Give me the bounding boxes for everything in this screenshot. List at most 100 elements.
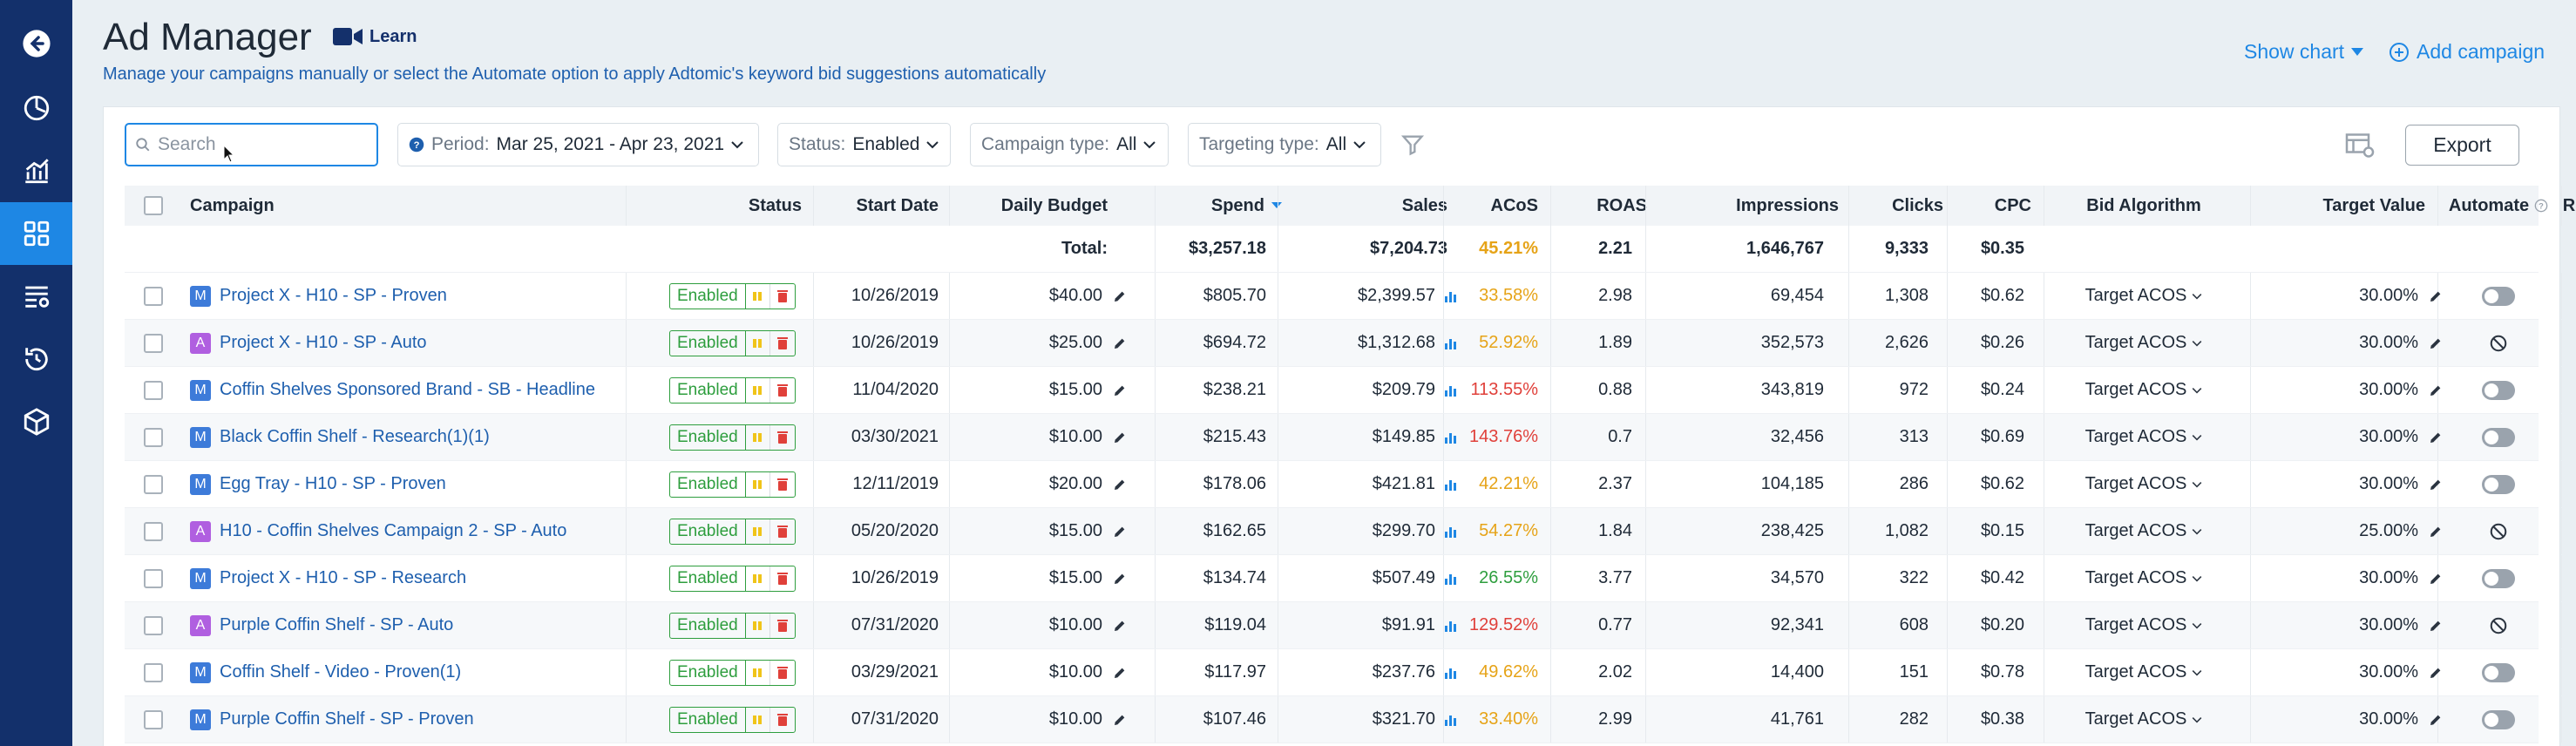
trash-icon[interactable] bbox=[770, 519, 795, 544]
pause-icon[interactable] bbox=[746, 707, 770, 732]
edit-pencil-icon[interactable] bbox=[1113, 713, 1127, 727]
campaign-name-link[interactable]: Coffin Shelf - Video - Proven(1) bbox=[220, 662, 462, 682]
row-checkbox[interactable] bbox=[144, 414, 163, 460]
edit-pencil-icon[interactable] bbox=[2429, 713, 2443, 727]
target-value-cell[interactable]: 30.00% bbox=[2260, 320, 2443, 366]
daily-budget-cell[interactable]: $10.00 bbox=[961, 602, 1127, 648]
target-value-cell[interactable]: 30.00% bbox=[2260, 273, 2443, 319]
bid-algorithm-dropdown[interactable]: Target ACOS bbox=[2044, 367, 2244, 413]
col-rules[interactable]: Rules ? bbox=[2561, 186, 2576, 226]
trash-icon[interactable] bbox=[770, 472, 795, 497]
row-checkbox[interactable] bbox=[144, 649, 163, 695]
campaign-name-link[interactable]: Coffin Shelves Sponsored Brand - SB - He… bbox=[220, 380, 595, 399]
rules-cell[interactable] bbox=[2561, 696, 2576, 743]
edit-pencil-icon[interactable] bbox=[2429, 525, 2443, 539]
trash-icon[interactable] bbox=[770, 378, 795, 403]
pause-icon[interactable] bbox=[746, 377, 770, 403]
campaign-name-link[interactable]: Project X - H10 - SP - Research bbox=[220, 568, 467, 587]
bid-algorithm-dropdown[interactable]: Target ACOS bbox=[2044, 320, 2244, 366]
col-spend[interactable]: Spend bbox=[1162, 186, 1282, 226]
col-sales[interactable]: Sales bbox=[1401, 195, 1447, 215]
pause-icon[interactable] bbox=[746, 330, 770, 356]
campaign-cell[interactable]: M Project X - H10 - SP - Research bbox=[190, 555, 466, 601]
automate-toggle[interactable] bbox=[2437, 367, 2559, 413]
learn-link[interactable]: Learn bbox=[333, 26, 417, 47]
row-checkbox[interactable] bbox=[144, 508, 163, 554]
trash-icon[interactable] bbox=[770, 614, 795, 638]
edit-pencil-icon[interactable] bbox=[1113, 666, 1127, 680]
daily-budget-cell[interactable]: $15.00 bbox=[961, 508, 1127, 554]
campaign-name-link[interactable]: Black Coffin Shelf - Research(1)(1) bbox=[220, 427, 490, 446]
bar-chart-icon[interactable] bbox=[1444, 431, 1458, 444]
pause-icon[interactable] bbox=[746, 566, 770, 591]
rules-cell[interactable] bbox=[2561, 508, 2576, 554]
rules-cell[interactable] bbox=[2561, 649, 2576, 695]
edit-pencil-icon[interactable] bbox=[2429, 431, 2443, 444]
target-value-cell[interactable]: 30.00% bbox=[2260, 649, 2443, 695]
target-value-cell[interactable]: 30.00% bbox=[2260, 696, 2443, 743]
campaign-cell[interactable]: M Purple Coffin Shelf - SP - Proven bbox=[190, 696, 474, 743]
rules-cell[interactable] bbox=[2561, 320, 2576, 366]
campaign-cell[interactable]: M Black Coffin Shelf - Research(1)(1) bbox=[190, 414, 490, 460]
campaign-cell[interactable]: A H10 - Coffin Shelves Campaign 2 - SP - … bbox=[190, 508, 566, 554]
row-checkbox[interactable] bbox=[144, 273, 163, 319]
trash-icon[interactable] bbox=[770, 566, 795, 591]
trash-icon[interactable] bbox=[770, 331, 795, 356]
list-settings-icon[interactable] bbox=[0, 265, 72, 328]
daily-budget-cell[interactable]: $10.00 bbox=[961, 414, 1127, 460]
table-row[interactable]: M Coffin Shelves Sponsored Brand - SB - H… bbox=[125, 367, 2562, 414]
period-dropdown[interactable]: ? Period: Mar 25, 2021 - Apr 23, 2021 bbox=[397, 123, 759, 166]
col-start-date[interactable]: Start Date bbox=[856, 195, 939, 215]
add-campaign-button[interactable]: Add campaign bbox=[2389, 40, 2545, 64]
analytics-icon[interactable] bbox=[0, 139, 72, 202]
bar-chart-icon[interactable] bbox=[1444, 666, 1458, 680]
daily-budget-cell[interactable]: $25.00 bbox=[961, 320, 1127, 366]
box-icon[interactable] bbox=[0, 390, 72, 453]
edit-pencil-icon[interactable] bbox=[2429, 619, 2443, 633]
row-checkbox[interactable] bbox=[144, 555, 163, 601]
campaign-name-link[interactable]: Purple Coffin Shelf - SP - Auto bbox=[220, 615, 454, 634]
show-chart-button[interactable]: Show chart bbox=[2244, 40, 2364, 64]
back-arrow-icon[interactable] bbox=[0, 12, 72, 75]
edit-pencil-icon[interactable] bbox=[1113, 619, 1127, 633]
col-roas[interactable]: ROAS bbox=[1596, 195, 1647, 215]
bid-algorithm-dropdown[interactable]: Target ACOS bbox=[2044, 696, 2244, 743]
bar-chart-icon[interactable] bbox=[1444, 572, 1458, 586]
table-row[interactable]: M Purple Coffin Shelf - SP - Proven Enable… bbox=[125, 696, 2562, 743]
daily-budget-cell[interactable]: $15.00 bbox=[961, 367, 1127, 413]
rules-cell[interactable] bbox=[2561, 414, 2576, 460]
row-checkbox[interactable] bbox=[144, 602, 163, 648]
row-checkbox[interactable] bbox=[144, 696, 163, 743]
table-row[interactable]: M Black Coffin Shelf - Research(1)(1) Enab… bbox=[125, 414, 2562, 461]
col-clicks[interactable]: Clicks bbox=[1892, 195, 1943, 215]
row-checkbox[interactable] bbox=[144, 461, 163, 507]
edit-pencil-icon[interactable] bbox=[2429, 666, 2443, 680]
rules-cell[interactable]: 2 bbox=[2561, 461, 2576, 507]
table-row[interactable]: M Coffin Shelf - Video - Proven(1) Enabled… bbox=[125, 649, 2562, 696]
export-button[interactable]: Export bbox=[2405, 125, 2519, 166]
row-checkbox[interactable] bbox=[144, 367, 163, 413]
targeting-type-dropdown[interactable]: Targeting type: All bbox=[1188, 123, 1381, 166]
campaign-name-link[interactable]: H10 - Coffin Shelves Campaign 2 - SP - A… bbox=[220, 521, 567, 540]
row-checkbox[interactable] bbox=[144, 320, 163, 366]
edit-pencil-icon[interactable] bbox=[1113, 289, 1127, 303]
target-value-cell[interactable]: 30.00% bbox=[2260, 461, 2443, 507]
campaign-cell[interactable]: M Egg Tray - H10 - SP - Proven bbox=[190, 461, 446, 507]
filter-icon[interactable] bbox=[1400, 132, 1426, 157]
select-all-checkbox[interactable] bbox=[144, 186, 163, 226]
campaign-cell[interactable]: M Project X - H10 - SP - Proven bbox=[190, 273, 447, 319]
pause-icon[interactable] bbox=[746, 283, 770, 309]
bar-chart-icon[interactable] bbox=[1444, 336, 1458, 350]
column-settings-icon[interactable] bbox=[2344, 132, 2376, 159]
rules-cell[interactable] bbox=[2561, 273, 2576, 319]
rules-cell[interactable] bbox=[2561, 555, 2576, 601]
daily-budget-cell[interactable]: $10.00 bbox=[961, 649, 1127, 695]
automate-toggle[interactable] bbox=[2437, 414, 2559, 460]
bid-algorithm-dropdown[interactable]: Target ACOS bbox=[2044, 508, 2244, 554]
bid-algorithm-dropdown[interactable]: Target ACOS bbox=[2044, 602, 2244, 648]
trash-icon[interactable] bbox=[770, 425, 795, 450]
edit-pencil-icon[interactable] bbox=[2429, 478, 2443, 492]
table-row[interactable]: A Purple Coffin Shelf - SP - Auto Enabled 0… bbox=[125, 602, 2562, 649]
table-row[interactable]: M Project X - H10 - SP - Research Enabled 1… bbox=[125, 555, 2562, 602]
edit-pencil-icon[interactable] bbox=[1113, 431, 1127, 444]
